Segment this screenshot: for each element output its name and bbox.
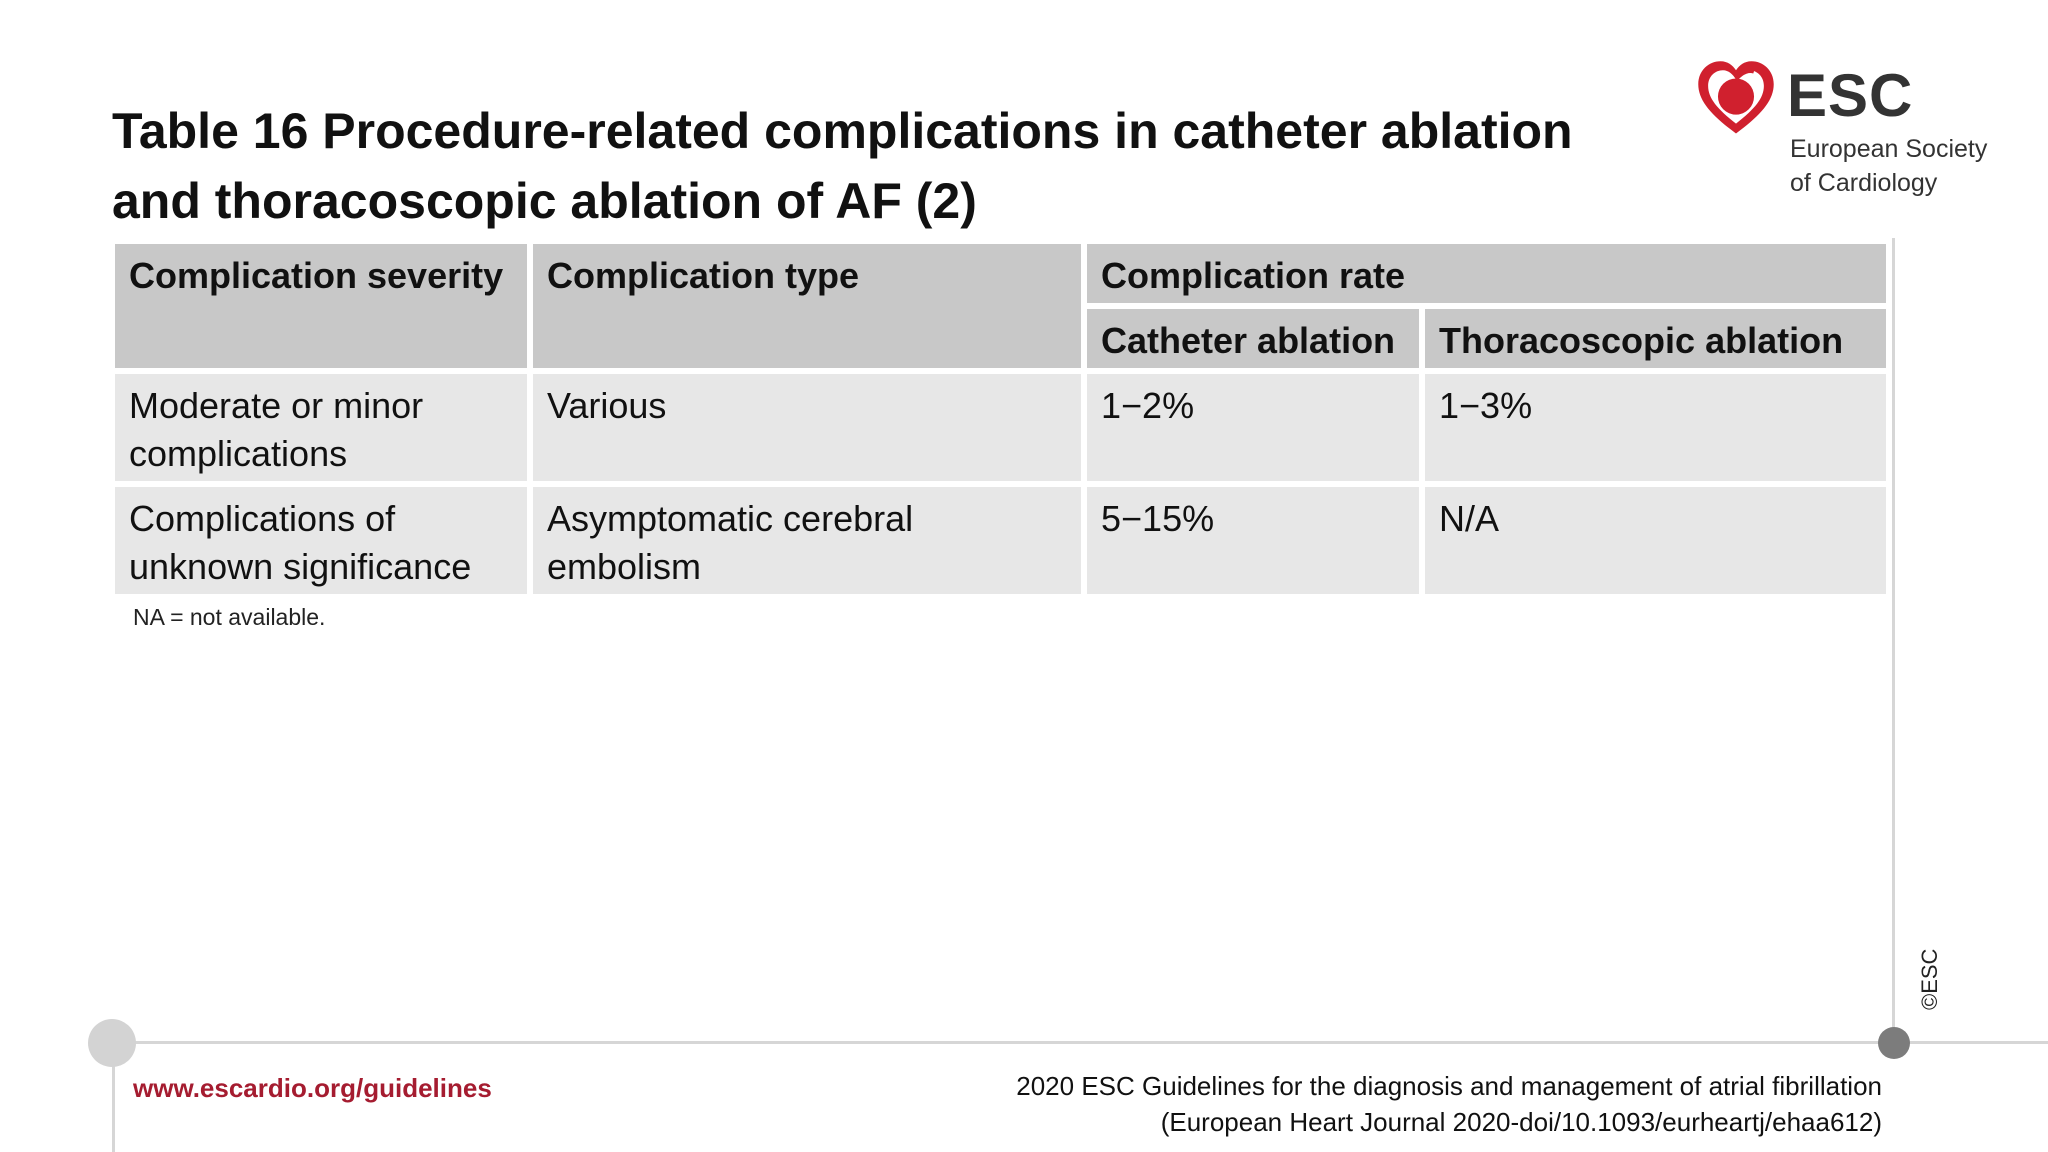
- table-cell-type: Various: [533, 374, 1081, 481]
- table-cell-thoracoscopic: N/A: [1425, 487, 1886, 594]
- page-title: Table 16 Procedure-related complications…: [112, 103, 1573, 229]
- header-thoracoscopic: Thoracoscopic ablation: [1425, 309, 1886, 368]
- right-divider: [1892, 238, 1895, 1040]
- header-rate: Complication rate: [1087, 244, 1886, 303]
- table-cell-thoracoscopic: 1−3%: [1425, 374, 1886, 481]
- header-severity: Complication severity: [115, 244, 527, 368]
- table-cell-catheter: 5−15%: [1087, 487, 1419, 594]
- table-cell-severity: Complications of unknown significance: [115, 487, 527, 594]
- header-type: Complication type: [533, 244, 1081, 368]
- guidelines-link[interactable]: www.escardio.org/guidelines: [133, 1073, 492, 1103]
- heart-icon: [1698, 61, 1774, 134]
- table-cell-severity: Moderate or minor complications: [115, 374, 527, 481]
- table-note: NA = not available.: [133, 604, 326, 630]
- bottom-divider: [112, 1041, 2048, 1044]
- logo-tagline: European Society of Cardiology: [1790, 135, 1988, 197]
- header-catheter: Catheter ablation: [1087, 309, 1419, 368]
- left-dot: [88, 1019, 136, 1067]
- left-divider: [112, 1044, 115, 1152]
- right-dot: [1878, 1027, 1910, 1059]
- logo-name: ESC: [1787, 62, 1914, 129]
- copyright-label: ©ESC: [1917, 948, 1942, 1010]
- complications-table: Complication severity Complication type …: [115, 244, 1886, 594]
- esc-logo: ESC European Society of Cardiology: [1695, 56, 2015, 206]
- table-cell-catheter: 1−2%: [1087, 374, 1419, 481]
- table-cell-type: Asymptomatic cerebral embolism: [533, 487, 1081, 594]
- footer-reference: 2020 ESC Guidelines for the diagnosis an…: [1016, 1071, 1882, 1137]
